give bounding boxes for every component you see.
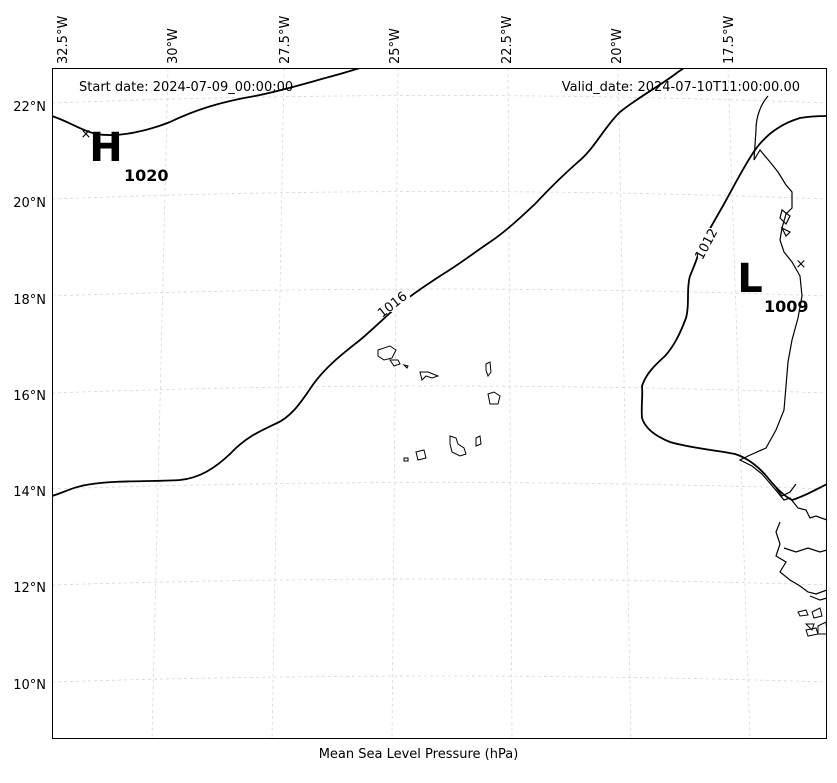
island	[804, 623, 815, 631]
africa-coastline	[738, 95, 827, 521]
island-sao-nicolau	[419, 371, 440, 381]
lon-tick-label: 25°W	[388, 28, 403, 64]
isobar-1012-line	[640, 115, 827, 501]
parallel-line	[52, 95, 827, 104]
island	[817, 621, 827, 635]
low-value: 1009	[764, 297, 809, 316]
x-axis-label: Mean Sea Level Pressure (hPa)	[318, 747, 519, 762]
lat-tick-label: 16°N	[13, 389, 46, 404]
coastline-segment	[775, 483, 797, 497]
island-maio	[475, 435, 482, 447]
start-date-label: Start date: 2024-07-09_00:00:00	[79, 80, 293, 95]
high-value: 1020	[124, 166, 169, 185]
lon-tick-label: 17.5°W	[722, 16, 737, 64]
high-pressure-center: × H 1020	[81, 125, 169, 185]
island	[805, 627, 819, 637]
graticule	[52, 68, 827, 739]
parallel-line	[52, 675, 827, 683]
parallel-line	[52, 578, 827, 586]
lon-tick-label: 27.5°W	[278, 16, 293, 64]
coastline-segment	[779, 208, 791, 226]
lon-tick-label: 32.5°W	[56, 16, 71, 64]
lat-tick-label: 18°N	[13, 293, 46, 308]
low-letter: L	[737, 256, 763, 302]
coastline-segment	[809, 595, 827, 601]
center-cross-marker: ×	[81, 127, 92, 142]
island-santo-antao	[377, 345, 397, 361]
coastline-segment	[780, 226, 792, 238]
low-pressure-center: × L 1009	[737, 256, 808, 316]
coastline-segment	[775, 521, 827, 595]
island-fogo	[415, 449, 427, 461]
center-cross-marker: ×	[796, 257, 807, 272]
latitude-ticks: 22°N 20°N 18°N 16°N 14°N 12°N 10°N	[13, 100, 46, 693]
parallel-line	[52, 191, 827, 200]
lon-tick-label: 20°W	[610, 28, 625, 64]
coastline-segment	[783, 547, 827, 553]
longitude-ticks: 32.5°W 30°W 27.5°W 25°W 22.5°W 20°W 17.5…	[56, 16, 737, 64]
meridian-line	[507, 68, 513, 739]
meridian-line	[391, 68, 399, 739]
lon-tick-label: 30°W	[166, 28, 181, 64]
island-brava	[403, 457, 409, 462]
isobar-1020-line	[52, 68, 361, 136]
island-sao-vicente	[389, 359, 401, 367]
island	[797, 609, 809, 617]
island-sal	[485, 361, 492, 378]
island-boa-vista	[487, 391, 501, 405]
meridian-line	[727, 68, 751, 739]
lat-tick-label: 22°N	[13, 100, 46, 115]
island	[811, 607, 823, 619]
island-santa-luzia	[402, 364, 409, 369]
lat-tick-label: 14°N	[13, 485, 46, 500]
isobar-1016-line	[52, 68, 685, 497]
parallel-line	[52, 482, 827, 490]
lon-tick-label: 22.5°W	[500, 16, 515, 64]
meridian-line	[151, 68, 169, 739]
lat-tick-label: 20°N	[13, 196, 46, 211]
lat-tick-label: 12°N	[13, 581, 46, 596]
parallel-line	[52, 385, 827, 394]
high-letter: H	[89, 125, 122, 171]
lat-tick-label: 10°N	[13, 678, 46, 693]
map-frame	[52, 68, 827, 739]
meridian-line	[617, 68, 632, 739]
valid-date-label: Valid_date: 2024-07-10T11:00:00.00	[562, 80, 800, 95]
meridian-line	[271, 68, 285, 739]
parallel-line	[52, 288, 827, 297]
island-santiago	[449, 435, 467, 457]
